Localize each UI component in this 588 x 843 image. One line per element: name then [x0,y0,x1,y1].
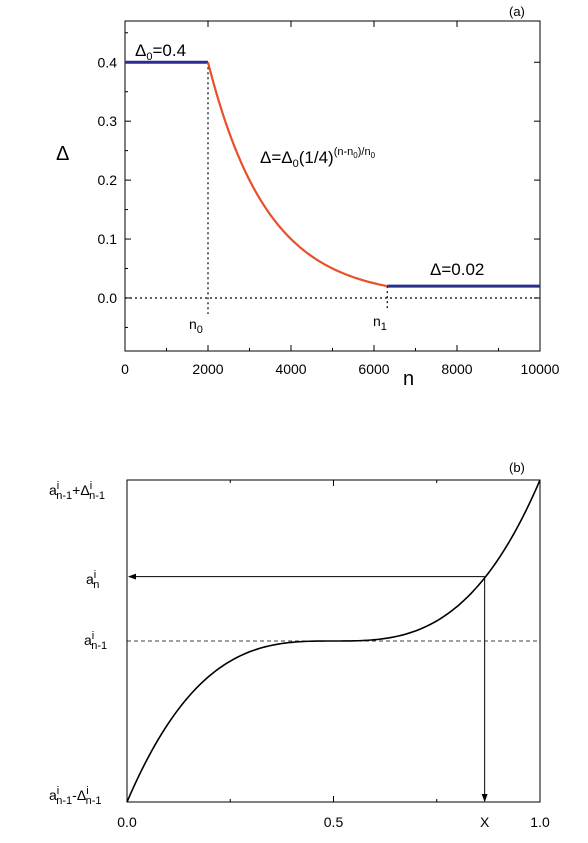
cubic-curve [126,479,541,803]
panel-a-y-ticks: 0.0 0.1 0.2 0.3 0.4 [98,32,540,328]
x-tick-label: 10000 [521,361,560,377]
y-label-an: ai n [86,569,99,591]
panel-a-label: (a) [509,4,525,19]
y-tick-label: 0.2 [98,172,118,188]
panel-a-frame [124,20,541,352]
panel-b-label: (b) [509,460,525,475]
annotation-n1: n1 [373,313,387,333]
panel-a-y-axis-label: Δ [56,143,69,165]
x-tick-label: 6000 [358,361,389,377]
panel-b: (b) 0.0 0.5 1.0 X ai n-1+Δi n-1 ai n ai n-1 ai… [49,460,550,830]
series-exponential-decay [206,61,388,288]
y-label-top: ai n-1+Δi n-1 [49,480,105,502]
x-tick-label: 4000 [275,361,306,377]
y-label-mid: ai n-1 [84,630,107,652]
panel-a-x-axis-label: n [403,368,414,390]
y-label-bottom: ai n-1-Δi n-1 [49,785,102,807]
x-tick-label: 0 [121,361,129,377]
x-tick-label: 2000 [192,361,223,377]
y-tick-label: 0.3 [98,113,118,129]
x-marker-label: X [480,814,490,830]
annotation-n0: n0 [189,316,203,336]
panel-a: (a) 0 2000 4000 6000 8000 10000 0.00.10.20.30… [56,4,560,390]
annotation-formula: Δ=Δ0(1/4)(n-n0)/n0 [260,146,376,170]
y-tick-label: 0.1 [98,231,118,247]
x-tick-label: 8000 [441,361,472,377]
x-tick-label: 1.0 [530,814,550,830]
x-tick-label: 0.5 [324,814,344,830]
annotation-delta0: Δ0=0.4 [135,41,186,63]
x-tick-label: 0.0 [117,814,137,830]
y-tick-label: 0.4 [98,54,118,70]
panel-a-x-ticks: 0 2000 4000 6000 8000 10000 [121,21,560,377]
y-tick-label: 0.0 [98,290,118,306]
annotation-delta-end: Δ=0.02 [430,260,484,279]
